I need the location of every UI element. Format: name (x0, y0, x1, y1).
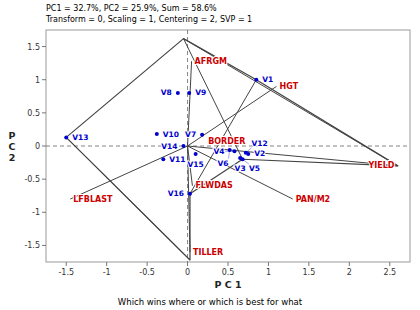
divider-line (66, 137, 190, 260)
y-tick-label: 0 (35, 142, 40, 151)
title-line: Transform = 0, Scaling = 1, Centering = … (45, 15, 252, 24)
trait-label: LFBLAST (73, 195, 113, 204)
genotype-point (200, 133, 204, 137)
genotype-point (176, 91, 180, 95)
genotype-point (254, 78, 258, 82)
genotype-point (194, 152, 198, 156)
x-tick-label: 0.5 (222, 268, 235, 277)
chart: -1.5 -1 -0.5 0 0.5 1 1.5 2 2.5 -1.5 -1 -0.5 0 0.5 1 1.5… (0, 0, 420, 310)
genotype-label: V2 (254, 149, 265, 158)
x-tick-label: -1 (103, 268, 111, 277)
leader-line (224, 151, 234, 152)
trait-vector (70, 146, 187, 199)
genotype-label: V14 (161, 142, 177, 151)
y-tick (42, 79, 46, 80)
genotype-label: V4 (213, 147, 224, 156)
trait-label: PAN/M2 (296, 195, 330, 204)
trait-label: AFRGM (195, 57, 227, 66)
genotype-point (182, 144, 186, 148)
genotype-point (188, 192, 192, 196)
x-tick-label: 0 (185, 268, 190, 277)
x-tick (106, 262, 107, 266)
plot-frame (46, 30, 410, 262)
trait-label: TILLER (193, 248, 223, 257)
genotype-label: V5 (249, 164, 260, 173)
x-tick (147, 262, 148, 266)
x-tick-label: 1.5 (303, 268, 316, 277)
title-line: PC1 = 32.7%, PC2 = 25.9%, Sum = 58.6% (46, 4, 217, 13)
trait-label: YIELD (368, 161, 395, 170)
x-tick (268, 262, 269, 266)
y-tick-label: -0.5 (24, 175, 40, 184)
subtitle: Which wins where or which is best for wh… (118, 297, 303, 307)
genotype-label: V1 (262, 75, 273, 84)
x-axis-label: P C 1 (214, 279, 241, 290)
x-tick (66, 262, 67, 266)
genotype-label: V7 (185, 130, 196, 139)
y-axis-label-line: P (9, 130, 16, 141)
trait-label: FLWDAS (195, 181, 233, 190)
genotype-label: V6 (218, 159, 229, 168)
y-axis-label: PC2 (9, 130, 16, 163)
y-tick (42, 146, 46, 147)
x-tick (187, 262, 188, 266)
x-tick (308, 262, 309, 266)
title: PC1 = 32.7%, PC2 = 25.9%, Sum = 58.6% Tra… (45, 4, 252, 24)
genotype-label: V16 (168, 189, 184, 198)
y-tick (42, 245, 46, 246)
genotype-label: V3 (235, 164, 246, 173)
genotype-label: V13 (72, 133, 88, 142)
y-tick-label: -1 (32, 208, 40, 217)
genotype-label: V12 (252, 139, 268, 148)
x-tick-label: -1.5 (58, 268, 74, 277)
y-tick-label: 1.5 (27, 43, 40, 52)
trait-label: HGT (280, 82, 299, 91)
genotype-label: V15 (188, 160, 204, 169)
y-tick (42, 179, 46, 180)
y-axis-label-line: C (9, 141, 16, 152)
marks (46, 30, 410, 262)
y-tick (42, 212, 46, 213)
x-tick-label: 1 (266, 268, 271, 277)
trait-vector (188, 86, 277, 146)
y-tick-label: 1 (35, 76, 40, 85)
genotype-label: V9 (195, 88, 206, 97)
x-tick (349, 262, 350, 266)
x-tick-label: 2 (347, 268, 352, 277)
y-tick-label: 0.5 (27, 109, 40, 118)
divider-line (190, 80, 256, 194)
genotype-point (187, 91, 191, 95)
trait-label: BORDER (208, 137, 245, 146)
genotype-point (155, 132, 159, 136)
genotype-label: V10 (163, 130, 179, 139)
axes: -1.5 -1 -0.5 0 0.5 1 1.5 2 2.5 -1.5 -1 -0.5 0 0.5 1 1.5 (24, 43, 396, 277)
background (0, 0, 420, 310)
x-tick-label: -0.5 (139, 268, 155, 277)
y-tick (42, 112, 46, 113)
genotype-label: V11 (169, 155, 185, 164)
genotype-label: V8 (161, 88, 172, 97)
y-axis-label-line: 2 (9, 152, 16, 163)
divider-line (184, 39, 398, 166)
leader-line (246, 148, 252, 153)
genotype-point (64, 135, 68, 139)
x-tick (228, 262, 229, 266)
x-tick (389, 262, 390, 266)
genotype-point (161, 157, 165, 161)
x-tick-label: 2.5 (383, 268, 396, 277)
polygon (66, 39, 398, 260)
y-tick (42, 46, 46, 47)
y-tick-label: -1.5 (24, 241, 40, 250)
labels: HGT YIELD AFRGM LFBLAST TILLER PAN/M2 FLWDAS BO… (72, 57, 395, 257)
